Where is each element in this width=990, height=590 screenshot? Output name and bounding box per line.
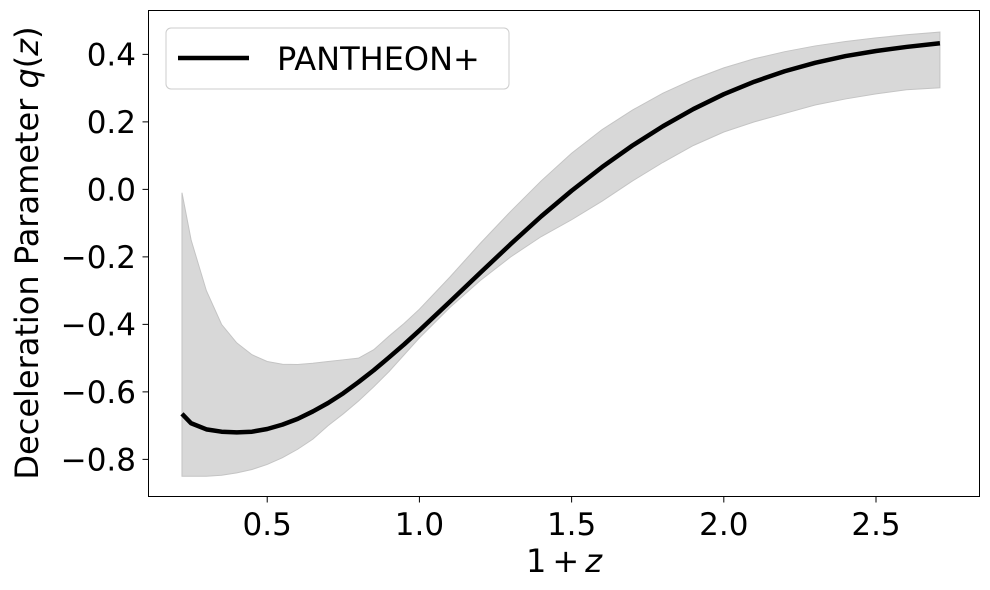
- y-axis-label: Deceleration Parameter q(z): [8, 26, 46, 479]
- legend: PANTHEON+: [165, 27, 510, 90]
- y-tick-label: −0.4: [61, 307, 136, 343]
- y-tick-label: −0.2: [61, 240, 136, 276]
- series-line-layer: [180, 41, 941, 435]
- y-tick-label: 0.0: [87, 172, 136, 208]
- x-axis-label-z: z: [584, 542, 603, 580]
- y-axis-label-z: z: [8, 38, 46, 57]
- x-tick-label: 0.5: [243, 507, 292, 543]
- y-tick-label: −0.8: [61, 442, 136, 478]
- series-line-pantheon-plus: [180, 41, 941, 435]
- legend-box: [165, 27, 510, 90]
- x-axis: 0.5 1.0 1.5 2.0 2.5: [243, 496, 901, 543]
- y-axis-label-open-paren: (: [8, 56, 46, 68]
- confidence-band: [181, 31, 941, 477]
- y-axis: −0.8 −0.6 −0.4 −0.2 0.0 0.2 0.4: [61, 37, 149, 478]
- y-tick-label: 0.2: [87, 105, 136, 141]
- x-axis-label-one: 1: [526, 542, 546, 580]
- y-tick-label: −0.6: [61, 375, 136, 411]
- legend-entry-label: PANTHEON+: [277, 40, 480, 78]
- plot-frame: [148, 10, 980, 497]
- x-axis-label: 1 + z: [526, 542, 603, 580]
- x-axis-label-plus: +: [552, 542, 579, 580]
- y-axis-label-close-paren: ): [8, 26, 46, 38]
- x-tick-label: 1.5: [547, 507, 596, 543]
- x-tick-label: 1.0: [395, 507, 444, 543]
- y-tick-label: 0.4: [87, 37, 136, 73]
- x-tick-label: 2.0: [699, 507, 748, 543]
- y-axis-label-text: Deceleration Parameter: [8, 89, 46, 480]
- confidence-band-layer: [181, 31, 941, 477]
- x-tick-label: 2.5: [851, 507, 900, 543]
- y-axis-label-q: q: [8, 68, 46, 88]
